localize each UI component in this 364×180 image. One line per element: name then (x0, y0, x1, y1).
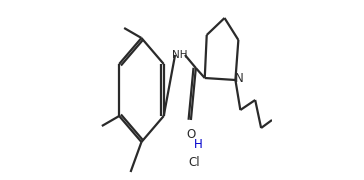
Text: H: H (194, 138, 203, 152)
Text: O: O (186, 129, 195, 141)
Text: N: N (235, 71, 244, 84)
Text: Cl: Cl (189, 156, 200, 168)
Text: NH: NH (172, 50, 188, 60)
